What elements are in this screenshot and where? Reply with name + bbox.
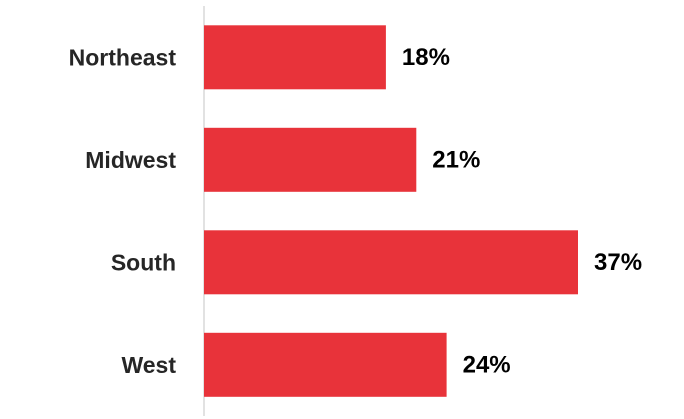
category-label-south: South bbox=[111, 249, 176, 275]
bar-south bbox=[204, 230, 578, 295]
value-label-midwest: 21% bbox=[432, 146, 480, 173]
bar-midwest bbox=[204, 127, 417, 192]
category-label-northeast: Northeast bbox=[69, 44, 177, 70]
bars-group bbox=[204, 25, 578, 397]
category-label-west: West bbox=[121, 352, 176, 378]
category-labels-group: Northeast Midwest South West bbox=[69, 44, 177, 378]
bar-northeast bbox=[204, 25, 386, 90]
value-label-west: 24% bbox=[463, 351, 511, 378]
value-labels-group: 18% 21% 37% 24% bbox=[402, 44, 642, 379]
category-label-midwest: Midwest bbox=[85, 147, 176, 173]
value-label-south: 37% bbox=[594, 249, 642, 276]
bar-west bbox=[204, 332, 447, 397]
value-label-northeast: 18% bbox=[402, 44, 450, 71]
